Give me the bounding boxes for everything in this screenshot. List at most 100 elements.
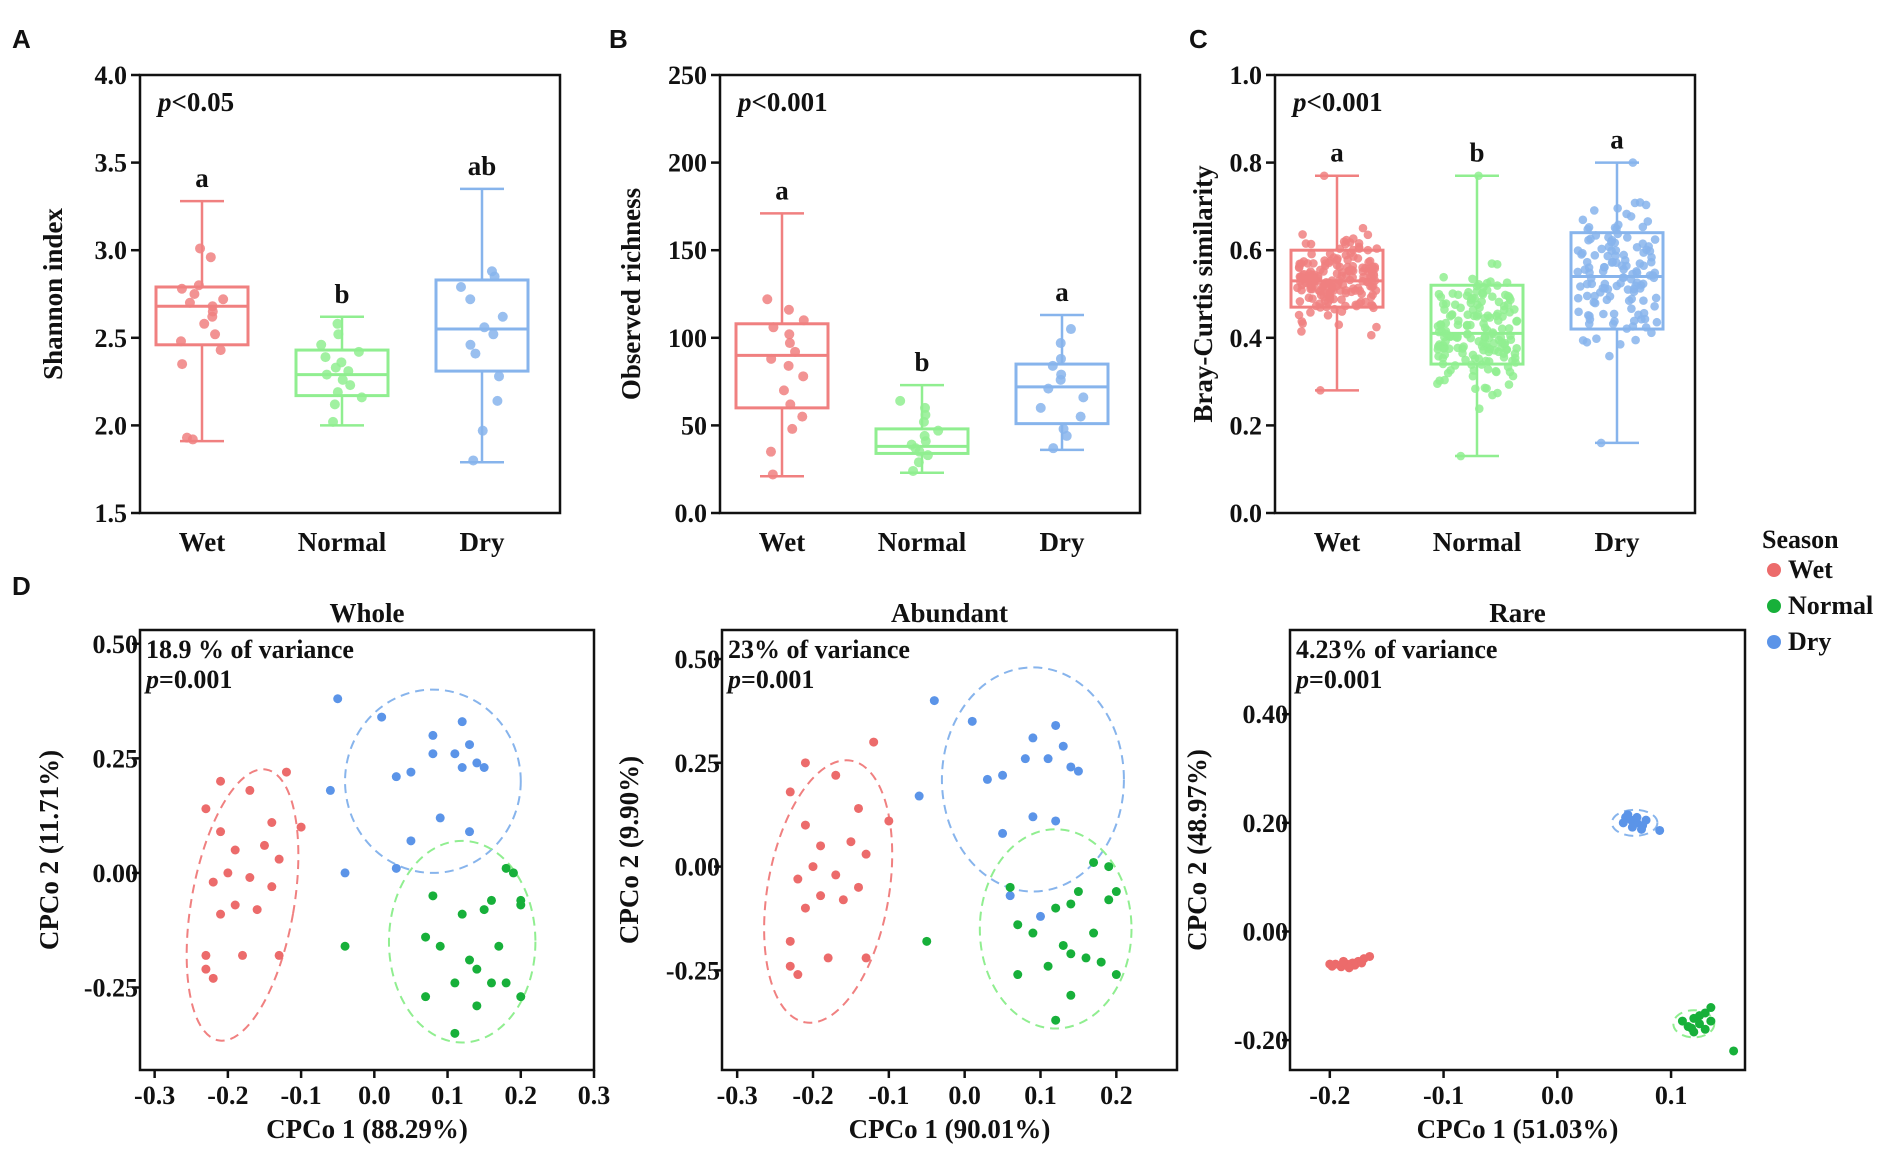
- y-axis-label: CPCo 2 (9.90%): [614, 756, 644, 944]
- data-point: [457, 763, 467, 772]
- data-point: [184, 297, 195, 308]
- data-point: [1471, 384, 1480, 394]
- box-dry: ab Dry: [434, 151, 530, 557]
- data-point: [215, 345, 226, 356]
- x-tick-label: -0.2: [792, 1081, 833, 1110]
- y-tick-label: 2.0: [95, 411, 128, 440]
- data-point: [1305, 273, 1314, 282]
- data-point: [1436, 320, 1445, 329]
- x-tick-label: 0.0: [358, 1081, 391, 1110]
- data-point: [1453, 332, 1462, 341]
- data-point: [1623, 285, 1633, 294]
- data-point: [1073, 887, 1083, 897]
- data-point: [767, 469, 778, 480]
- data-point: [1706, 1016, 1716, 1026]
- data-point: [1307, 249, 1316, 259]
- data-point: [1439, 272, 1448, 282]
- data-point: [808, 862, 818, 872]
- group-dry: [325, 688, 522, 878]
- data-point: [783, 360, 794, 371]
- data-point: [762, 294, 773, 305]
- panel-D2: Abundant -0.3 -0.2 -0.1 0.0 0.1 0.2 -0.25 0.00 0.…: [614, 598, 1179, 1144]
- y-tick-label: 1.0: [1230, 61, 1263, 90]
- data-point: [1335, 262, 1345, 272]
- data-point: [1582, 337, 1592, 347]
- x-tick-label: -0.2: [1309, 1081, 1350, 1110]
- data-point: [1319, 171, 1329, 181]
- data-point: [1347, 265, 1357, 275]
- p-value-text: <0.05: [172, 87, 235, 117]
- data-point: [1104, 895, 1114, 905]
- data-point: [208, 877, 218, 887]
- data-point: [472, 758, 482, 768]
- data-point: [1446, 365, 1455, 375]
- data-point: [1512, 316, 1522, 326]
- data-point: [1622, 324, 1632, 333]
- box-iqr: [734, 322, 830, 410]
- data-point: [998, 770, 1008, 780]
- data-point: [1329, 286, 1338, 296]
- y-axis-label: CPCo 2 (11.71%): [34, 750, 64, 950]
- data-point: [468, 455, 479, 466]
- data-point: [1583, 310, 1593, 320]
- y-tick-label: 0.0: [1230, 499, 1263, 528]
- data-point: [1469, 366, 1479, 375]
- x-tick-label: 0.1: [1655, 1081, 1688, 1110]
- y-tick-label: 0.0: [675, 499, 708, 528]
- x-tick-label: 0.0: [948, 1081, 981, 1110]
- data-point: [1355, 286, 1365, 296]
- data-point: [1327, 276, 1337, 285]
- data-point: [1295, 297, 1305, 306]
- significance-letter: a: [195, 163, 209, 193]
- data-point: [800, 820, 810, 830]
- data-point: [391, 863, 401, 873]
- data-point: [1503, 300, 1513, 309]
- y-tick-label: 1.5: [95, 499, 128, 528]
- panel-D3: Rare -0.2 -0.1 0.0 0.1 -0.20 0.00 0.20 0.40 CPCo …: [1182, 598, 1747, 1144]
- season-legend: Season Wet Normal Dry: [1762, 525, 1873, 656]
- data-point: [1341, 288, 1351, 298]
- data-point: [1474, 280, 1484, 289]
- data-point: [181, 432, 192, 443]
- data-point: [508, 868, 518, 878]
- data-point: [1706, 1003, 1716, 1013]
- data-point: [914, 791, 924, 801]
- data-point: [1051, 816, 1061, 826]
- data-point: [778, 385, 789, 396]
- data-point: [1348, 284, 1358, 293]
- p-symbol: p: [1294, 665, 1309, 694]
- data-point: [1440, 350, 1450, 360]
- data-point: [428, 749, 438, 759]
- data-point: [1622, 233, 1632, 242]
- data-point: [1306, 284, 1315, 294]
- data-point: [1502, 278, 1512, 287]
- data-point: [1348, 234, 1358, 243]
- y-tick-label: 0.4: [1230, 324, 1263, 353]
- panel-B: B 0.0 50 100 150 200 250 Observed richness p<0.0…: [609, 24, 1142, 557]
- data-point: [1051, 1015, 1061, 1025]
- data-point: [1470, 293, 1480, 303]
- data-point: [919, 430, 930, 441]
- data-point: [1592, 334, 1601, 343]
- data-point: [1635, 198, 1645, 207]
- data-point: [854, 882, 863, 892]
- y-tick-label: 0.50: [675, 645, 721, 674]
- data-point: [472, 1001, 482, 1011]
- data-point: [1607, 237, 1616, 247]
- data-point: [343, 366, 354, 377]
- panel-label: A: [12, 24, 31, 54]
- data-point: [1372, 244, 1382, 253]
- data-point: [1482, 278, 1492, 288]
- data-point: [1329, 253, 1339, 262]
- data-point: [497, 311, 508, 322]
- p-value: p<0.001: [736, 87, 828, 117]
- x-tick-label: -0.3: [134, 1081, 175, 1110]
- significance-letter: a: [1610, 125, 1624, 155]
- data-point: [1440, 305, 1449, 314]
- data-point: [1641, 323, 1651, 332]
- data-point: [869, 737, 879, 747]
- data-point: [465, 955, 475, 965]
- legend-item-wet: Wet: [1767, 555, 1833, 584]
- data-point: [1463, 329, 1472, 339]
- data-point: [1318, 282, 1327, 291]
